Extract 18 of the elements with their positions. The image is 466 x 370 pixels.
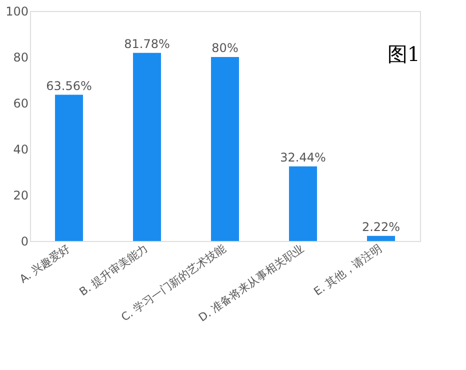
data-label: 63.56%	[46, 78, 92, 93]
y-tick-label: 80	[13, 50, 28, 64]
data-label: 2.22%	[362, 220, 400, 234]
y-tick-label: 100	[6, 4, 28, 18]
bar	[211, 57, 239, 241]
bar	[289, 166, 317, 241]
bar	[55, 94, 83, 241]
y-tick-label: 40	[13, 142, 28, 156]
y-tick-label: 0	[20, 234, 28, 248]
y-tick-label: 60	[13, 96, 28, 110]
bar	[367, 236, 395, 241]
bar	[133, 52, 161, 241]
data-label: 32.44%	[280, 150, 326, 164]
text: 图1	[387, 42, 420, 66]
data-label: 81.78%	[124, 36, 170, 51]
x-tick-label: E. 其他，请注明	[311, 242, 384, 298]
y-tick-label: 20	[13, 188, 28, 202]
data-label: 80%	[212, 41, 238, 55]
